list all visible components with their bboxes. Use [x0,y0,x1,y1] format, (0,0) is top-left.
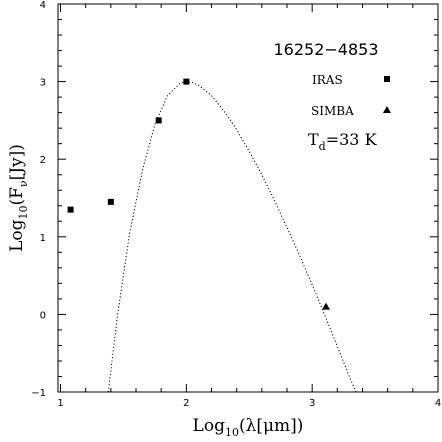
y-axis-label-sub: 10 [17,206,30,220]
x-axis-label-suffix: (λ[μm]) [239,416,303,436]
temperature-subscript: d [319,140,326,153]
y-tick-label: 1 [40,233,46,244]
legend: IRAS SIMBA [311,73,391,118]
simba-data-point [322,302,331,310]
x-axis-label-sub: 10 [225,426,239,439]
legend-square-marker [384,76,390,82]
y-tick-label: 0 [40,310,46,321]
temperature-annotation: Td=33 K [308,130,378,153]
y-tick-label: 4 [40,0,46,11]
y-axis-label-mid: (F [7,187,27,206]
legend-label-simba: SIMBA [311,104,354,118]
temperature-value: =33 K [326,130,378,149]
x-tick-label: 4 [435,398,441,409]
legend-triangle-marker [383,106,391,113]
iras-data-point [183,78,190,85]
ticks-layer: 1 2 3 4 −1 0 1 2 3 4 [31,0,441,409]
y-axis-label-suffix: [Jy]) [7,144,27,180]
iras-data-point [67,206,74,213]
y-axis-label-sub2: ν [17,180,30,187]
x-tick-label: 3 [309,398,315,409]
legend-label-iras: IRAS [312,73,343,87]
fit-curve-layer [107,81,357,393]
x-tick-label: 1 [57,398,63,409]
x-axis-label-prefix: Log [193,416,226,436]
iras-data-point [155,117,162,124]
plot-frame [57,3,439,393]
greybody-fit-curve [107,81,357,393]
y-tick-label: 3 [40,78,46,89]
iras-data-point [107,198,114,205]
y-axis-label-prefix: Log [7,219,27,252]
chart-title: 16252−4853 [273,40,378,59]
y-tick-label: −1 [31,388,46,399]
y-axis-label: Log10(Fν[Jy]) [7,144,30,252]
y-tick-label: 2 [40,155,46,166]
x-tick-label: 2 [183,398,189,409]
data-points-layer [67,78,331,310]
temperature-symbol: T [308,130,319,149]
x-axis-label: Log10(λ[μm]) [193,416,304,439]
